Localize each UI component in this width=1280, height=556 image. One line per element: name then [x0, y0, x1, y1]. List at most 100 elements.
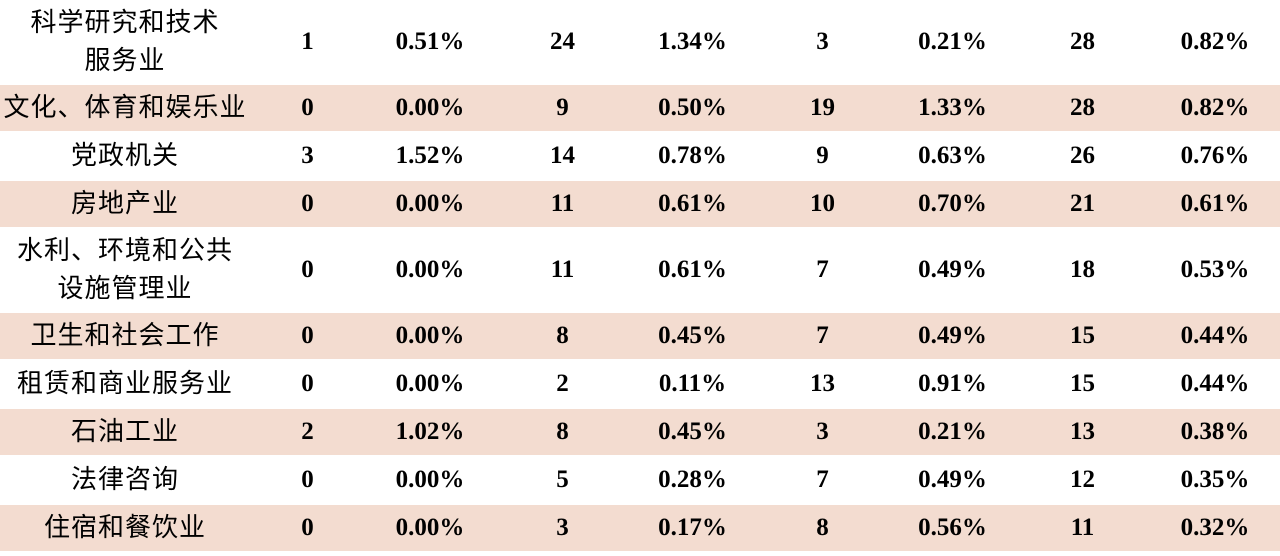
table-cell: 0	[250, 360, 365, 409]
table-cell: 1.52%	[365, 132, 495, 181]
table-cell: 0.91%	[890, 360, 1015, 409]
industry-name: 水利、环境和公共 设施管理业	[0, 228, 250, 313]
table-cell: 13	[1015, 408, 1150, 457]
table-cell: 1	[250, 0, 365, 85]
table-cell: 0.44%	[1150, 312, 1280, 361]
industry-name: 科学研究和技术 服务业	[0, 0, 250, 85]
table-cell: 0.70%	[890, 180, 1015, 229]
table-cell: 3	[755, 0, 890, 85]
table-cell: 9	[495, 84, 630, 133]
table-row: 住宿和餐饮业 0 0.00% 3 0.17% 8 0.56% 11 0.32%	[0, 504, 1280, 553]
table-cell: 0	[250, 180, 365, 229]
table-cell: 3	[250, 132, 365, 181]
table-row: 法律咨询 0 0.00% 5 0.28% 7 0.49% 12 0.35%	[0, 456, 1280, 505]
industry-name: 石油工业	[0, 408, 250, 457]
table-row: 卫生和社会工作 0 0.00% 8 0.45% 7 0.49% 15 0.44%	[0, 312, 1280, 361]
table-cell: 0.63%	[890, 132, 1015, 181]
table-cell: 0.82%	[1150, 0, 1280, 85]
table-cell: 0.61%	[1150, 180, 1280, 229]
table-cell: 0.17%	[630, 504, 755, 553]
table-cell: 0.49%	[890, 312, 1015, 361]
table-cell: 7	[755, 228, 890, 313]
table-cell: 1.34%	[630, 0, 755, 85]
table-cell: 0.21%	[890, 408, 1015, 457]
table-cell: 0.00%	[365, 84, 495, 133]
table-row: 党政机关 3 1.52% 14 0.78% 9 0.63% 26 0.76%	[0, 132, 1280, 181]
table-cell: 11	[495, 180, 630, 229]
table-cell: 2	[495, 360, 630, 409]
table-cell: 0.45%	[630, 312, 755, 361]
industry-name: 租赁和商业服务业	[0, 360, 250, 409]
table-cell: 3	[495, 504, 630, 553]
table-cell: 1.33%	[890, 84, 1015, 133]
table-cell: 15	[1015, 312, 1150, 361]
table-cell: 12	[1015, 456, 1150, 505]
table-row: 租赁和商业服务业 0 0.00% 2 0.11% 13 0.91% 15 0.44%	[0, 360, 1280, 409]
table-cell: 0	[250, 228, 365, 313]
table-cell: 18	[1015, 228, 1150, 313]
table-cell: 8	[495, 312, 630, 361]
table-cell: 28	[1015, 84, 1150, 133]
industry-name: 法律咨询	[0, 456, 250, 505]
table-cell: 13	[755, 360, 890, 409]
table-cell: 11	[1015, 504, 1150, 553]
table-cell: 21	[1015, 180, 1150, 229]
table-cell: 0.00%	[365, 312, 495, 361]
table-cell: 2	[250, 408, 365, 457]
table-cell: 26	[1015, 132, 1150, 181]
table-cell: 7	[755, 456, 890, 505]
table-cell: 7	[755, 312, 890, 361]
table-cell: 0.49%	[890, 228, 1015, 313]
table-cell: 0	[250, 456, 365, 505]
industry-name: 房地产业	[0, 180, 250, 229]
table-cell: 9	[755, 132, 890, 181]
table-cell: 0.44%	[1150, 360, 1280, 409]
table-cell: 5	[495, 456, 630, 505]
table-cell: 14	[495, 132, 630, 181]
table-cell: 19	[755, 84, 890, 133]
table-cell: 0.00%	[365, 180, 495, 229]
table-row: 科学研究和技术 服务业 1 0.51% 24 1.34% 3 0.21% 28 0.82%	[0, 0, 1280, 85]
table-cell: 0.56%	[890, 504, 1015, 553]
table-cell: 0.28%	[630, 456, 755, 505]
table-cell: 0.35%	[1150, 456, 1280, 505]
table-cell: 0	[250, 84, 365, 133]
table-cell: 24	[495, 0, 630, 85]
table-cell: 1.02%	[365, 408, 495, 457]
table-row: 文化、体育和娱乐业 0 0.00% 9 0.50% 19 1.33% 28 0.82%	[0, 84, 1280, 133]
industry-name: 卫生和社会工作	[0, 312, 250, 361]
table-cell: 0.50%	[630, 84, 755, 133]
table-cell: 0.78%	[630, 132, 755, 181]
table-cell: 3	[755, 408, 890, 457]
table-cell: 11	[495, 228, 630, 313]
table-cell: 0.00%	[365, 360, 495, 409]
table-cell: 0.21%	[890, 0, 1015, 85]
table-cell: 15	[1015, 360, 1150, 409]
table-cell: 0.76%	[1150, 132, 1280, 181]
industry-name: 党政机关	[0, 132, 250, 181]
table-cell: 0.49%	[890, 456, 1015, 505]
table-row: 水利、环境和公共 设施管理业 0 0.00% 11 0.61% 7 0.49% 18 0.53%	[0, 228, 1280, 313]
table-cell: 0	[250, 312, 365, 361]
table-cell: 8	[495, 408, 630, 457]
table-cell: 0.51%	[365, 0, 495, 85]
table-cell: 0.53%	[1150, 228, 1280, 313]
table-cell: 0.11%	[630, 360, 755, 409]
table-row: 房地产业 0 0.00% 11 0.61% 10 0.70% 21 0.61%	[0, 180, 1280, 229]
table-cell: 0.38%	[1150, 408, 1280, 457]
table-cell: 0.00%	[365, 456, 495, 505]
table-cell: 10	[755, 180, 890, 229]
industry-name: 文化、体育和娱乐业	[0, 84, 250, 133]
industry-name: 住宿和餐饮业	[0, 504, 250, 553]
table-cell: 8	[755, 504, 890, 553]
table-cell: 0.61%	[630, 228, 755, 313]
table-cell: 0.32%	[1150, 504, 1280, 553]
table-cell: 0.00%	[365, 228, 495, 313]
table-cell: 28	[1015, 0, 1150, 85]
table-cell: 0	[250, 504, 365, 553]
table-row: 石油工业 2 1.02% 8 0.45% 3 0.21% 13 0.38%	[0, 408, 1280, 457]
table-cell: 0.00%	[365, 504, 495, 553]
